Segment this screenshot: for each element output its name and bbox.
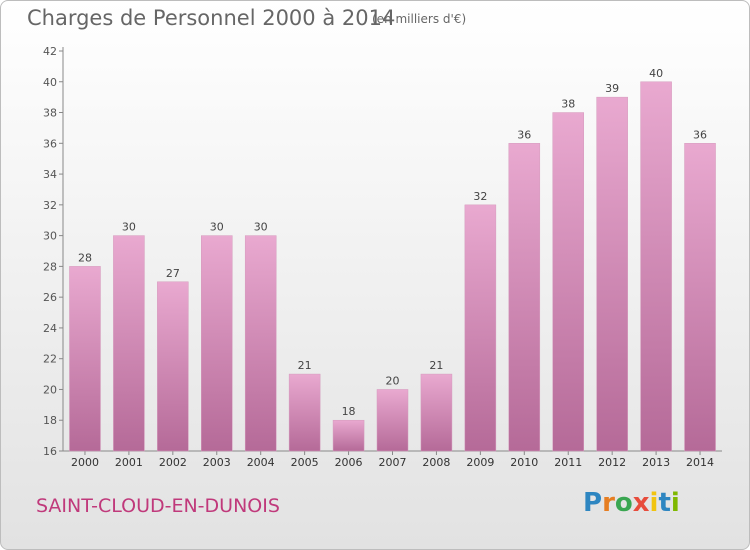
x-tick-label: 2014 <box>686 456 714 469</box>
proxiti-logo: Proxiti <box>583 488 680 518</box>
bar-value-label: 21 <box>298 359 312 372</box>
y-tick-label: 32 <box>43 199 57 212</box>
logo-letter: r <box>602 488 615 518</box>
chart-axes: 16 18 20 22 24 26 28 30 32 34 36 38 40 42 2000 2001 2002… <box>43 45 722 469</box>
x-tick-label: 2007 <box>379 456 407 469</box>
y-tick-label: 20 <box>43 383 57 396</box>
bar-value-label: 30 <box>122 221 136 234</box>
y-tick-label: 34 <box>43 168 57 181</box>
bar <box>288 373 321 452</box>
bar <box>332 419 365 452</box>
bar-value-label: 32 <box>473 190 487 203</box>
bar <box>596 96 628 452</box>
bar <box>201 235 233 452</box>
bar-value-label: 36 <box>693 128 707 141</box>
bar <box>420 373 453 452</box>
y-tick-label: 36 <box>43 137 57 150</box>
x-tick-label: 2008 <box>422 456 450 469</box>
logo-letter: t <box>658 488 671 518</box>
bar <box>376 389 409 452</box>
y-tick-label: 18 <box>43 414 57 427</box>
x-tick-label: 2009 <box>466 456 494 469</box>
y-tick-label: 30 <box>43 230 57 243</box>
bar <box>684 143 716 452</box>
logo-letter: x <box>632 488 650 518</box>
x-tick-label: 2002 <box>159 456 187 469</box>
logo-letter: i <box>649 488 659 518</box>
bar <box>69 266 101 452</box>
chart-subtitle: (en milliers d'€) <box>372 12 467 26</box>
y-tick-label: 24 <box>43 322 57 335</box>
x-tick-label: 2001 <box>115 456 143 469</box>
bar-value-label: 39 <box>605 82 619 95</box>
x-tick-label: 2005 <box>291 456 319 469</box>
x-tick-label: 2000 <box>71 456 99 469</box>
bar <box>113 235 145 452</box>
y-tick-label: 16 <box>43 445 57 458</box>
bar-value-label: 30 <box>210 221 224 234</box>
x-tick-label: 2006 <box>335 456 363 469</box>
y-tick-label: 40 <box>43 76 57 89</box>
y-tick-label: 22 <box>43 353 57 366</box>
logo-letter: o <box>614 488 633 518</box>
x-tick-label: 2013 <box>642 456 670 469</box>
y-tick-label: 38 <box>43 107 57 120</box>
x-tick-label: 2011 <box>554 456 582 469</box>
logo-letter: i <box>670 488 680 518</box>
chart-title: Charges de Personnel 2000 à 2014 <box>27 6 396 30</box>
bar-value-label: 38 <box>561 98 575 111</box>
bar <box>508 143 541 452</box>
x-tick-label: 2010 <box>510 456 538 469</box>
bar <box>464 204 497 452</box>
bar-value-label: 30 <box>254 221 268 234</box>
bar <box>552 112 584 452</box>
bar-value-label: 36 <box>517 128 531 141</box>
bar <box>157 281 189 452</box>
bar-value-label: 18 <box>342 405 356 418</box>
logo-letter: P <box>583 488 603 518</box>
y-tick-label: 28 <box>43 260 57 273</box>
bar <box>244 235 277 452</box>
commune-name: SAINT-CLOUD-EN-DUNOIS <box>36 495 280 517</box>
bar <box>640 81 672 452</box>
bar-value-label: 27 <box>166 267 180 280</box>
x-tick-label: 2012 <box>598 456 626 469</box>
chart-bars: 28 30 27 30 30 21 18 20 21 32 36 38 39 40 36 <box>69 67 716 452</box>
bar-value-label: 28 <box>78 251 92 264</box>
bar-value-label: 21 <box>429 359 443 372</box>
bar-value-label: 40 <box>649 67 663 80</box>
y-tick-label: 42 <box>43 45 57 58</box>
x-tick-label: 2004 <box>247 456 275 469</box>
y-tick-label: 26 <box>43 291 57 304</box>
x-tick-label: 2003 <box>203 456 231 469</box>
bar-value-label: 20 <box>386 374 400 387</box>
